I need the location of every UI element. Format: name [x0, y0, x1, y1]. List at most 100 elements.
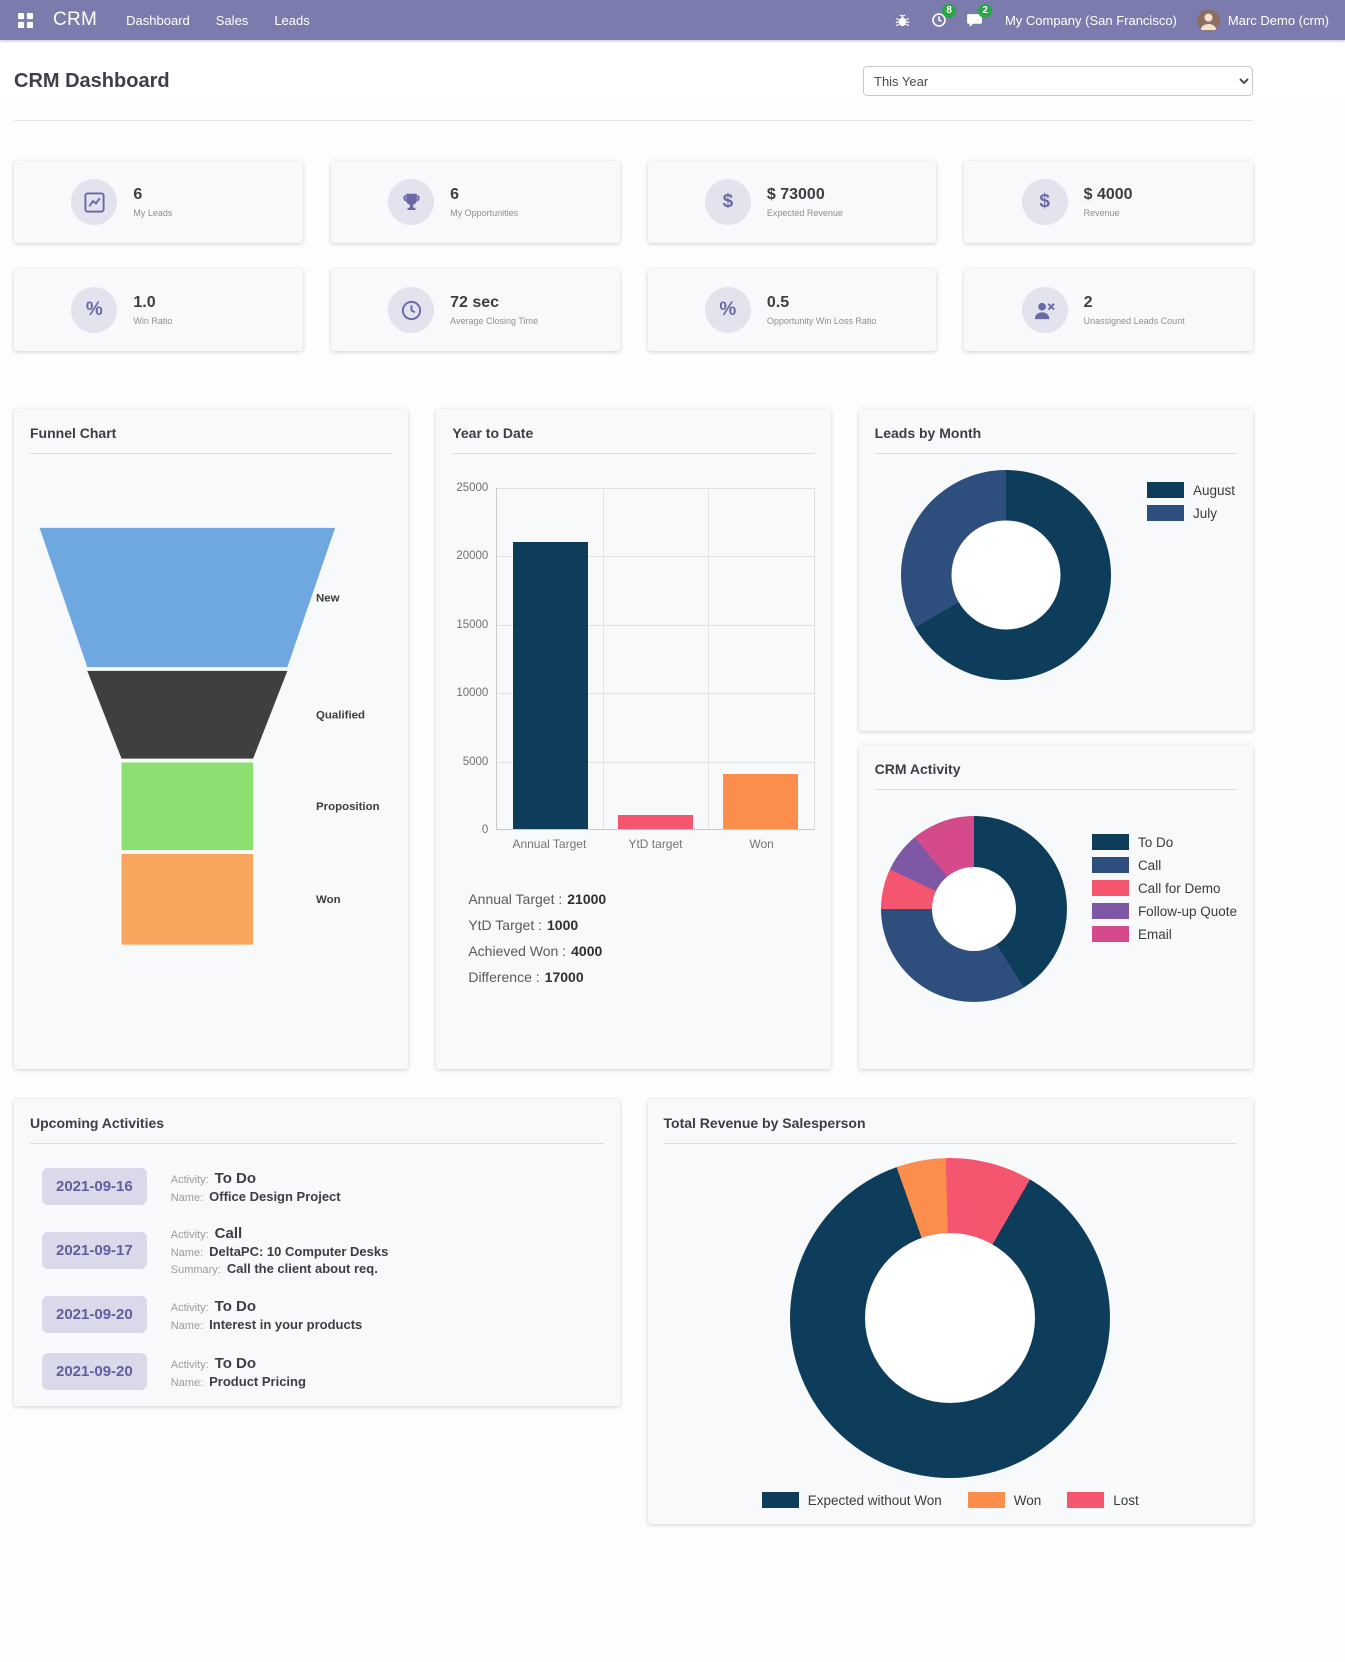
legend-item-won[interactable]: Won	[967, 1492, 1041, 1508]
activity-details: Activity: To Do Name: Product Pricing	[171, 1355, 306, 1389]
line-chart-icon	[71, 179, 118, 225]
leads-by-month-body: August July	[875, 470, 1237, 680]
activity-date-badge: 2021-09-16	[42, 1168, 147, 1205]
panel-title-revenue-by-salesperson: Total Revenue by Salesperson	[663, 1113, 1237, 1144]
percent-icon: %	[71, 287, 118, 333]
activity-type-label: Activity:	[170, 1229, 209, 1241]
legend-item-email[interactable]: Email	[1091, 926, 1237, 942]
stat-value: 4000	[571, 943, 603, 959]
charts-row: Funnel Chart New Qualified Proposition Won …	[14, 409, 1253, 1069]
activity-item-product-pricing: 2021-09-20 Activity: To Do Name: Product Pri…	[30, 1353, 604, 1390]
activity-summary: Summary: Call the client about req.	[171, 1261, 389, 1276]
activity-item-interest-in-your-products: 2021-09-20 Activity: To Do Name: Interest in…	[30, 1296, 604, 1333]
y-tick-label: 15000	[456, 618, 489, 631]
legend-swatch	[1091, 880, 1129, 896]
legend-item-expected-without-won[interactable]: Expected without Won	[761, 1492, 942, 1508]
legend-label: July	[1192, 505, 1217, 521]
kpi-card-win-ratio[interactable]: % 1.0 Win Ratio	[14, 269, 303, 351]
x-tick-label-ytd-target: YtD target	[628, 837, 683, 851]
kpi-card-opportunity-win-loss-ratio[interactable]: % 0.5 Opportunity Win Loss Ratio	[647, 269, 937, 351]
gridline-vertical	[708, 488, 710, 829]
activity-type-label: Activity:	[170, 1358, 209, 1371]
period-select[interactable]: This Year	[863, 66, 1253, 96]
app-title[interactable]: CRM	[53, 9, 98, 30]
kpi-card-revenue[interactable]: $ $ 4000 Revenue	[964, 161, 1253, 243]
legend-item-call-for-demo[interactable]: Call for Demo	[1091, 880, 1237, 896]
main-menu: Dashboard Sales Leads	[113, 0, 323, 40]
legend-item-to-do[interactable]: To Do	[1091, 834, 1237, 850]
kpi-value: 6	[450, 186, 460, 203]
messages-chat-icon[interactable]: 2	[957, 0, 993, 40]
kpi-card-unassigned-leads-count[interactable]: 2 Unassigned Leads Count	[964, 269, 1253, 351]
menu-item-dashboard[interactable]: Dashboard	[126, 12, 190, 28]
donut-hole	[931, 867, 1016, 951]
x-tick-label-annual-target: Annual Target	[512, 837, 587, 851]
activity-name-label: Name:	[170, 1376, 204, 1389]
kpi-value: 72 sec	[450, 294, 500, 311]
stat-value: 21000	[567, 891, 607, 907]
kpi-value: 1.0	[133, 294, 156, 311]
menu-item-sales[interactable]: Sales	[215, 12, 249, 28]
activities-clock-icon[interactable]: 8	[921, 0, 957, 40]
activity-details: Activity: To Do Name: Office Design Project	[171, 1170, 341, 1204]
legend-item-lost[interactable]: Lost	[1067, 1492, 1139, 1508]
legend-swatch	[1091, 926, 1129, 942]
legend-item-call[interactable]: Call	[1091, 857, 1237, 873]
activity-name: Name: Product Pricing	[171, 1374, 306, 1389]
panel-title-year-to-date: Year to Date	[452, 423, 815, 454]
debug-bug-icon[interactable]	[885, 0, 921, 40]
stat-label: Annual Target :	[468, 891, 563, 907]
kpi-label: Opportunity Win Loss Ratio	[766, 316, 877, 326]
stat-label: Achieved Won :	[468, 943, 567, 959]
dashboard-content: 6 My Leads 6 My Opportunities $ $ 73000 Expect…	[0, 121, 1345, 1619]
legend-item-follow-up-quote[interactable]: Follow-up Quote	[1091, 903, 1237, 919]
kpi-text: $ 73000 Expected Revenue	[767, 186, 879, 218]
legend-swatch	[1091, 857, 1129, 873]
legend-item-july[interactable]: July	[1146, 505, 1235, 521]
kpi-label: Win Ratio	[133, 316, 173, 326]
kpi-card-my-opportunities[interactable]: 6 My Opportunities	[330, 161, 620, 243]
activity-name-value: Product Pricing	[209, 1373, 306, 1389]
header-divider	[14, 120, 1253, 121]
legend-label: August	[1192, 482, 1235, 498]
ytd-stat-achieved-won: Achieved Won :4000	[468, 943, 814, 959]
x-axis-labels: Annual Target YtD target Won	[496, 837, 814, 851]
kpi-value: $ 4000	[1083, 186, 1133, 203]
funnel-chart: New Qualified Proposition Won	[39, 527, 380, 945]
gridline	[497, 624, 814, 626]
kpi-card-my-leads[interactable]: 6 My Leads	[14, 161, 303, 243]
activities-badge: 8	[942, 4, 956, 18]
stat-value: 1000	[547, 917, 579, 933]
activity-name-label: Name:	[170, 1319, 204, 1332]
crm-activity-legend: To Do Call Call for Demo Follow-up Quote Ema…	[1091, 834, 1237, 942]
user-menu[interactable]: Marc Demo (crm)	[1189, 0, 1333, 40]
funnel-stage-label-new: New	[316, 592, 340, 604]
kpi-label: Unassigned Leads Count	[1083, 316, 1185, 326]
kpi-text: 0.5 Opportunity Win Loss Ratio	[767, 294, 879, 326]
funnel-stage-new	[39, 527, 336, 668]
bar-ytd-target	[617, 815, 693, 829]
crm-activity-panel: CRM Activity To Do Call Call for Demo Follo…	[858, 745, 1253, 1069]
kpi-card-expected-revenue[interactable]: $ $ 73000 Expected Revenue	[647, 161, 937, 243]
right-charts-column: Leads by Month August July CRM Activity T…	[858, 409, 1253, 1069]
legend-item-august[interactable]: August	[1146, 482, 1235, 498]
company-switcher[interactable]: My Company (San Francisco)	[1004, 12, 1177, 28]
activity-details: Activity: Call Name: DeltaPC: 10 Computer D…	[171, 1225, 389, 1276]
activities-list: 2021-09-16 Activity: To Do Name: Office Desi…	[30, 1168, 604, 1390]
kpi-label: My Leads	[133, 208, 173, 218]
dollar-icon: $	[704, 179, 751, 225]
kpi-label: Expected Revenue	[766, 208, 843, 218]
activity-name-value: DeltaPC: 10 Computer Desks	[209, 1244, 389, 1259]
year-to-date-stats: Annual Target :21000 YtD Target : 1000 Achi…	[452, 891, 814, 985]
apps-grid-icon[interactable]	[10, 0, 41, 40]
y-tick-label: 20000	[456, 550, 489, 563]
menu-item-leads[interactable]: Leads	[274, 12, 310, 28]
kpi-card-average-closing-time[interactable]: 72 sec Average Closing Time	[330, 269, 620, 351]
panel-title-funnel: Funnel Chart	[30, 423, 393, 454]
kpi-text: 1.0 Win Ratio	[133, 294, 245, 326]
activity-type: Activity: Call	[171, 1225, 389, 1242]
legend-swatch	[967, 1492, 1005, 1508]
donut-hole	[865, 1233, 1036, 1403]
clock-icon	[388, 287, 435, 333]
legend-swatch	[1091, 834, 1129, 850]
